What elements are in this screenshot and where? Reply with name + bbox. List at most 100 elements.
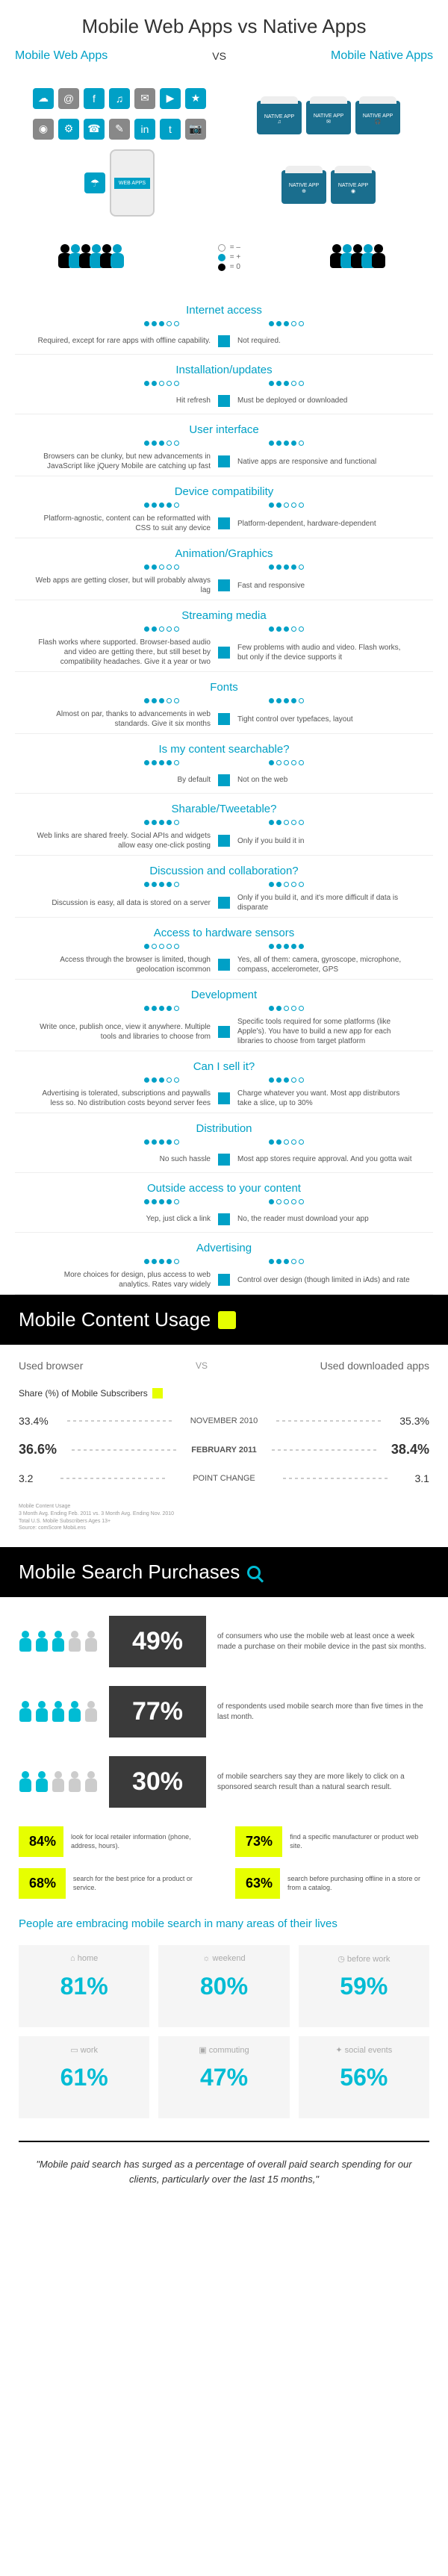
large-percentage: 49% xyxy=(109,1616,206,1667)
search-title: Mobile Search Purchases xyxy=(19,1561,240,1584)
rating-row xyxy=(15,698,433,703)
category-title: Distribution xyxy=(15,1122,433,1135)
compare-row: Flash works where supported. Browser-bas… xyxy=(15,633,433,672)
stat-card: 77% of respondents used mobile search mo… xyxy=(19,1686,429,1737)
rating-row xyxy=(15,626,433,632)
square-icon xyxy=(218,897,230,909)
pct-box: 63% xyxy=(235,1868,280,1899)
square-icon xyxy=(218,1154,230,1166)
pct-box: 68% xyxy=(19,1868,66,1899)
rating-row xyxy=(15,1139,433,1145)
comparison-section: Internet access Required, except for rar… xyxy=(0,304,448,1295)
rating-row xyxy=(15,381,433,386)
rating-row xyxy=(15,1199,433,1204)
category-title: Is my content searchable? xyxy=(15,743,433,756)
usage-section: Used browser VS Used downloaded apps Sha… xyxy=(0,1345,448,1547)
grid-item: 63% search before purchasing offline in … xyxy=(235,1868,429,1899)
compare-row: Web apps are getting closer, but will pr… xyxy=(15,571,433,600)
rating-row xyxy=(15,820,433,825)
category-title: Advertising xyxy=(15,1242,433,1254)
square-icon xyxy=(218,395,230,407)
category-title: Internet access xyxy=(15,304,433,317)
stat-card: 30% of mobile searchers say they are mor… xyxy=(19,1756,429,1808)
usage-icon xyxy=(218,1311,236,1329)
category-title: Animation/Graphics xyxy=(15,547,433,560)
compare-row: Required, except for rare apps with offl… xyxy=(15,328,433,355)
compare-row: More choices for design, plus access to … xyxy=(15,1266,433,1295)
rating-row xyxy=(15,882,433,887)
search-header: Mobile Search Purchases xyxy=(0,1547,448,1597)
main-title: Mobile Web Apps vs Native Apps xyxy=(15,15,433,38)
square-icon xyxy=(218,1213,230,1225)
area-card: ◷ before work 59% xyxy=(299,1945,429,2027)
category-title: Outside access to your content xyxy=(15,1182,433,1195)
category-title: Sharable/Tweetable? xyxy=(15,803,433,815)
legend: = – = + = 0 xyxy=(218,242,240,273)
compare-row: Browsers can be clunky, but new advancem… xyxy=(15,447,433,476)
category-title: Installation/updates xyxy=(15,364,433,376)
rating-row xyxy=(15,1259,433,1264)
people-row: = – = + = 0 xyxy=(15,242,433,273)
people-right xyxy=(334,244,386,270)
category-title: Development xyxy=(15,989,433,1001)
category-title: Device compatibility xyxy=(15,485,433,498)
compare-row: Access through the browser is limited, t… xyxy=(15,951,433,980)
square-icon xyxy=(218,774,230,786)
compare-row: Write once, publish once, view it anywhe… xyxy=(15,1012,433,1051)
compare-row: Web links are shared freely. Social APIs… xyxy=(15,827,433,856)
pct-box: 84% xyxy=(19,1826,63,1857)
compare-row: Platform-agnostic, content can be reform… xyxy=(15,509,433,538)
native-apps-stores: NATIVE APP♫ NATIVE APP✉ NATIVE APP🎧 NATI… xyxy=(239,85,418,220)
compare-row: Advertising is tolerated, subscriptions … xyxy=(15,1084,433,1113)
compare-row: Hit refresh Must be deployed or download… xyxy=(15,388,433,414)
rating-row xyxy=(15,1077,433,1083)
square-icon xyxy=(218,647,230,659)
square-icon xyxy=(218,455,230,467)
sub-header: Mobile Web Apps VS Mobile Native Apps xyxy=(15,49,433,63)
pct-box: 73% xyxy=(235,1826,282,1857)
share-label: Share (%) of Mobile Subscribers xyxy=(19,1388,148,1399)
category-title: Access to hardware sensors xyxy=(15,927,433,939)
category-title: User interface xyxy=(15,423,433,436)
square-icon xyxy=(218,1092,230,1104)
usage-row: 36.6% FEBRUARY 2011 38.4% xyxy=(19,1434,429,1465)
square-icon xyxy=(218,835,230,847)
area-card: ▣ commuting 47% xyxy=(158,2036,289,2118)
label-web-apps: Mobile Web Apps xyxy=(15,49,108,63)
used-browser-label: Used browser xyxy=(19,1360,83,1372)
quote: "Mobile paid search has surged as a perc… xyxy=(19,2141,429,2201)
square-icon xyxy=(218,959,230,971)
rating-row xyxy=(15,564,433,570)
label-native-apps: Mobile Native Apps xyxy=(331,49,433,63)
rating-row xyxy=(15,503,433,508)
pct-grid: 84% look for local retailer information … xyxy=(19,1826,429,1899)
area-card: ✦ social events 56% xyxy=(299,2036,429,2118)
compare-row: Almost on par, thanks to advancements in… xyxy=(15,705,433,734)
rating-row xyxy=(15,1006,433,1011)
web-apps-cloud: ☁@f♫✉ ▶★◉⚙☎ ✎int📷☂ WEB APPS xyxy=(30,85,209,220)
usage-header: Mobile Content Usage xyxy=(0,1295,448,1345)
used-apps-label: Used downloaded apps xyxy=(320,1360,429,1372)
area-card: ▭ work 61% xyxy=(19,2036,149,2118)
category-title: Fonts xyxy=(15,681,433,694)
magnify-icon xyxy=(247,1566,261,1579)
usage-row: 33.4% NOVEMBER 2010 35.3% xyxy=(19,1407,429,1434)
category-title: Discussion and collaboration? xyxy=(15,865,433,877)
rating-row xyxy=(15,321,433,326)
fine-print: Mobile Content Usage3 Month Avg. Ending … xyxy=(19,1503,429,1532)
area-card: ⌂ home 81% xyxy=(19,1945,149,2027)
compare-row: By default Not on the web xyxy=(15,767,433,794)
rating-row xyxy=(15,760,433,765)
square-icon xyxy=(218,517,230,529)
square-icon xyxy=(218,579,230,591)
category-title: Can I sell it? xyxy=(15,1060,433,1073)
vs-label: VS xyxy=(212,50,226,62)
square-icon xyxy=(218,335,230,347)
people-icons xyxy=(19,1771,98,1793)
people-icons xyxy=(19,1631,98,1653)
grid-item: 84% look for local retailer information … xyxy=(19,1826,213,1857)
square-icon xyxy=(218,713,230,725)
areas-title: People are embracing mobile search in ma… xyxy=(19,1917,429,1930)
people-icons xyxy=(19,1701,98,1723)
compare-row: No such hassle Most app stores require a… xyxy=(15,1146,433,1173)
